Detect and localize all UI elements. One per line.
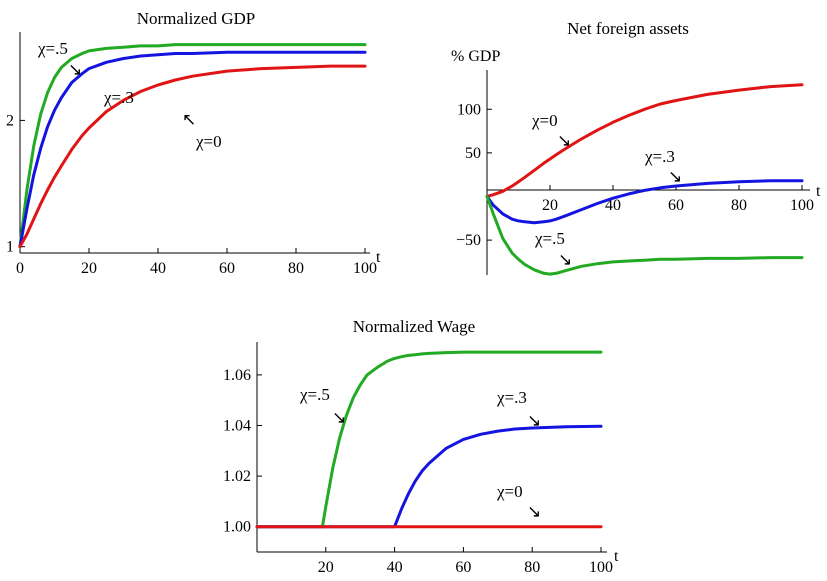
y-tick-label: 1.06 <box>223 367 251 384</box>
series-line-0 <box>18 64 367 249</box>
x-tick-label: 60 <box>668 197 684 214</box>
x-tick-label: 40 <box>150 260 166 277</box>
annotation-chi-0: χ=0 ↘ <box>496 482 541 521</box>
annotation-arrow-icon: ↘ <box>68 60 82 79</box>
annotation-chi-03: χ=.3 <box>103 88 134 107</box>
x-tick-label: 20 <box>542 197 558 214</box>
y-tick-label: 1.04 <box>223 417 251 434</box>
series-line-3 <box>255 424 603 529</box>
annotation-arrow-icon: ↖ <box>182 110 196 129</box>
annotation-arrow-icon: ↘ <box>558 250 572 269</box>
annotation-label: χ=0 <box>195 132 222 151</box>
y-tick-label: 1.02 <box>223 468 251 485</box>
annotation-label: χ=.5 <box>37 39 68 58</box>
annotation-arrow-icon: ↘ <box>527 502 541 521</box>
annotation-label: χ=0 <box>496 482 523 501</box>
chart-normalized-gdp: Normalized GDP t 0 20 40 60 80 100 1 2 χ=.5 ↘ χ… <box>6 9 381 277</box>
x-tick-label: 40 <box>605 197 621 214</box>
annotation-chi-03: χ=.3 ↘ <box>496 388 541 430</box>
x-tick-label: 100 <box>589 559 613 576</box>
y-tick-label: 1 <box>6 239 14 256</box>
annotation-arrow-icon: ↘ <box>527 411 541 430</box>
x-tick-label: 80 <box>288 260 304 277</box>
x-axis-label: t <box>816 183 821 200</box>
x-tick-label: 40 <box>387 559 403 576</box>
x-axis-label: t <box>614 548 619 565</box>
annotation-chi-05: χ=.5 ↘ <box>534 229 572 269</box>
x-tick-label: 20 <box>81 260 97 277</box>
chart-title: Normalized Wage <box>353 317 475 336</box>
annotation-label: χ=.3 <box>644 147 675 166</box>
annotation-chi-0: χ=0 ↘ <box>531 111 571 150</box>
annotation-chi-05: χ=.5 ↘ <box>37 39 82 79</box>
annotation-label: χ=.5 <box>299 385 330 404</box>
series-line-3 <box>18 50 367 249</box>
annotation-arrow-icon: ↘ <box>332 408 346 427</box>
annotation-label: χ=.5 <box>534 229 565 248</box>
series-line-5 <box>18 43 367 249</box>
chart-title: Net foreign assets <box>567 19 689 38</box>
x-tick-label: 80 <box>524 559 540 576</box>
annotation-chi-0: ↖ χ=0 <box>182 110 222 151</box>
y-tick-label: −50 <box>456 232 481 249</box>
y-tick-label: 50 <box>465 145 481 162</box>
x-tick-label: 100 <box>790 197 814 214</box>
annotation-chi-03: χ=.3 ↘ <box>644 147 682 186</box>
x-tick-label: 60 <box>455 559 471 576</box>
series-line-5 <box>485 195 804 276</box>
annotation-arrow-icon: ↘ <box>557 131 571 150</box>
x-tick-label: 0 <box>16 260 24 277</box>
y-axis-label: % GDP <box>451 48 500 65</box>
y-tick-label: 2 <box>6 112 14 129</box>
annotation-label: χ=0 <box>531 111 558 130</box>
x-tick-label: 20 <box>318 559 334 576</box>
x-tick-label: 80 <box>731 197 747 214</box>
chart-title: Normalized GDP <box>137 9 256 28</box>
annotation-arrow-icon: ↘ <box>668 167 682 186</box>
x-tick-label: 100 <box>353 260 377 277</box>
x-tick-label: 60 <box>219 260 235 277</box>
y-tick-label: 100 <box>457 101 481 118</box>
annotation-label: χ=.3 <box>496 388 527 407</box>
series-line-0 <box>485 83 804 198</box>
x-axis-label: t <box>376 249 381 266</box>
annotation-label: χ=.3 <box>103 88 134 107</box>
annotation-chi-05: χ=.5 ↘ <box>299 385 346 427</box>
chart-normalized-wage: Normalized Wage t 20 40 60 80 100 1.00 1.02 1.0… <box>223 317 619 576</box>
y-tick-label: 1.00 <box>223 519 251 536</box>
series-line-5 <box>255 350 603 529</box>
series-line-3 <box>485 179 804 225</box>
chart-net-foreign-assets: Net foreign assets % GDP t 20 40 60 80 100 −5… <box>451 19 821 276</box>
